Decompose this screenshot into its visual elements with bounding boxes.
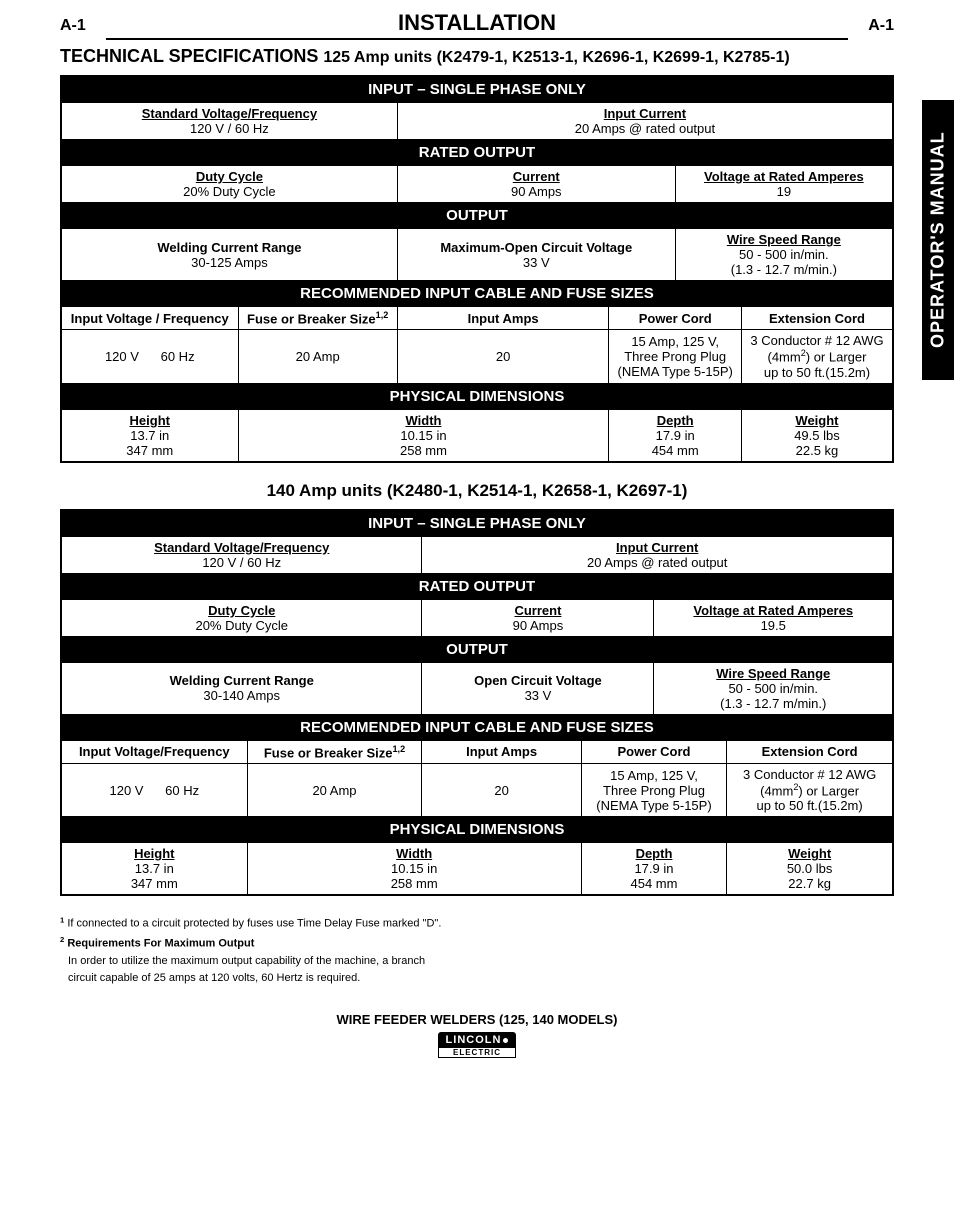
hdr-input: INPUT – SINGLE PHASE ONLY — [61, 76, 893, 103]
spec-suffix: (K2479-1, K2513-1, K2696-1, K2699-1, K27… — [437, 49, 790, 66]
col-ivf: Input Voltage / Frequency — [61, 307, 238, 330]
cell-depth: Depth17.9 in454 mm — [609, 409, 742, 462]
cell-vra: Voltage at Rated Amperes19 — [675, 166, 893, 203]
r-ivf-140: 120 V 60 Hz — [61, 763, 247, 816]
cell-height: Height13.7 in347 mm — [61, 409, 238, 462]
cell-vra-140: Voltage at Rated Amperes19.5 — [654, 599, 893, 636]
cell-wcr: Welding Current Range30-125 Amps — [61, 229, 397, 281]
cell-ic: Input Current20 Amps @ rated output — [397, 103, 893, 140]
cell-width: Width10.15 in258 mm — [238, 409, 609, 462]
cell-weight: Weight49.5 lbs22.5 kg — [741, 409, 893, 462]
page-num-right: A-1 — [868, 17, 894, 35]
cell-weight-140: Weight50.0 lbs22.7 kg — [727, 843, 893, 896]
cell-duty: Duty Cycle20% Duty Cycle — [61, 166, 397, 203]
col-ia-140: Input Amps — [422, 740, 581, 763]
logo-top: LINCOLN — [438, 1032, 517, 1048]
cell-wsr: Wire Speed Range50 - 500 in/min.(1.3 - 1… — [675, 229, 893, 281]
top-header-row: A-1 INSTALLATION A-1 — [60, 10, 894, 40]
hdr-output: OUTPUT — [61, 203, 893, 229]
hdr-rec: RECOMMENDED INPUT CABLE AND FUSE SIZES — [61, 281, 893, 307]
spec-heading-125: TECHNICAL SPECIFICATIONS 125 Amp units (… — [60, 46, 894, 67]
page-num-left: A-1 — [60, 17, 86, 35]
hdr-rated: RATED OUTPUT — [61, 140, 893, 166]
cell-current: Current90 Amps — [397, 166, 675, 203]
footnotes: 1 If connected to a circuit protected by… — [60, 914, 894, 988]
logo-bottom: ELECTRIC — [438, 1048, 517, 1058]
r-fuse: 20 Amp — [238, 330, 397, 383]
cell-width-140: Width10.15 in258 mm — [247, 843, 581, 896]
cell-svf: Standard Voltage/Frequency120 V / 60 Hz — [61, 103, 397, 140]
cell-mocv: Maximum-Open Circuit Voltage33 V — [397, 229, 675, 281]
hdr-phys-140: PHYSICAL DIMENSIONS — [61, 817, 893, 843]
footnote-2: 2 Requirements For Maximum Output — [60, 934, 894, 953]
table-140: INPUT – SINGLE PHASE ONLY Standard Volta… — [60, 509, 894, 897]
col-fuse-140: Fuse or Breaker Size1,2 — [247, 740, 422, 763]
col-pc: Power Cord — [609, 307, 742, 330]
page-content: A-1 INSTALLATION A-1 TECHNICAL SPECIFICA… — [0, 0, 954, 1078]
cell-mocv-140: Open Circuit Voltage33 V — [422, 662, 654, 714]
cell-depth-140: Depth17.9 in454 mm — [581, 843, 726, 896]
spec-heading-140: 140 Amp units (K2480-1, K2514-1, K2658-1… — [60, 481, 894, 501]
r-pc-140: 15 Amp, 125 V,Three Prong Plug(NEMA Type… — [581, 763, 726, 816]
cell-height-140: Height13.7 in347 mm — [61, 843, 247, 896]
col-fuse: Fuse or Breaker Size1,2 — [238, 307, 397, 330]
hdr-phys: PHYSICAL DIMENSIONS — [61, 383, 893, 409]
col-ec: Extension Cord — [741, 307, 893, 330]
col-pc-140: Power Cord — [581, 740, 726, 763]
col-ec-140: Extension Cord — [727, 740, 893, 763]
footnote-1: 1 If connected to a circuit protected by… — [60, 914, 894, 933]
col-ia: Input Amps — [397, 307, 609, 330]
footnote-3b: circuit capable of 25 amps at 120 volts,… — [60, 970, 894, 988]
spec-prefix: TECHNICAL SPECIFICATIONS — [60, 46, 323, 66]
cell-svf-140: Standard Voltage/Frequency120 V / 60 Hz — [61, 536, 422, 573]
section-title: INSTALLATION — [106, 10, 848, 40]
r-ec-140: 3 Conductor # 12 AWG(4mm2) or Largerup t… — [727, 763, 893, 816]
footnote-3a: In order to utilize the maximum output c… — [60, 953, 894, 971]
footer-text: WIRE FEEDER WELDERS (125, 140 MODELS) — [60, 1012, 894, 1027]
col-ivf-140: Input Voltage/Frequency — [61, 740, 247, 763]
r-ia: 20 — [397, 330, 609, 383]
r-ia-140: 20 — [422, 763, 581, 816]
hdr-output-140: OUTPUT — [61, 636, 893, 662]
hdr-input-140: INPUT – SINGLE PHASE ONLY — [61, 510, 893, 537]
table-125: INPUT – SINGLE PHASE ONLY Standard Volta… — [60, 75, 894, 463]
cell-current-140: Current90 Amps — [422, 599, 654, 636]
r-ec: 3 Conductor # 12 AWG(4mm2) or Largerup t… — [741, 330, 893, 383]
cell-wcr-140: Welding Current Range30-140 Amps — [61, 662, 422, 714]
cell-wsr-140: Wire Speed Range50 - 500 in/min.(1.3 - 1… — [654, 662, 893, 714]
hdr-rec-140: RECOMMENDED INPUT CABLE AND FUSE SIZES — [61, 714, 893, 740]
page-footer: WIRE FEEDER WELDERS (125, 140 MODELS) LI… — [60, 1012, 894, 1058]
r-ivf: 120 V 60 Hz — [61, 330, 238, 383]
cell-ic-140: Input Current20 Amps @ rated output — [422, 536, 893, 573]
lincoln-logo: LINCOLN ELECTRIC — [438, 1031, 517, 1058]
r-fuse-140: 20 Amp — [247, 763, 422, 816]
cell-duty-140: Duty Cycle20% Duty Cycle — [61, 599, 422, 636]
r-pc: 15 Amp, 125 V,Three Prong Plug(NEMA Type… — [609, 330, 742, 383]
hdr-rated-140: RATED OUTPUT — [61, 573, 893, 599]
spec-bold: 125 Amp units — [323, 49, 436, 66]
